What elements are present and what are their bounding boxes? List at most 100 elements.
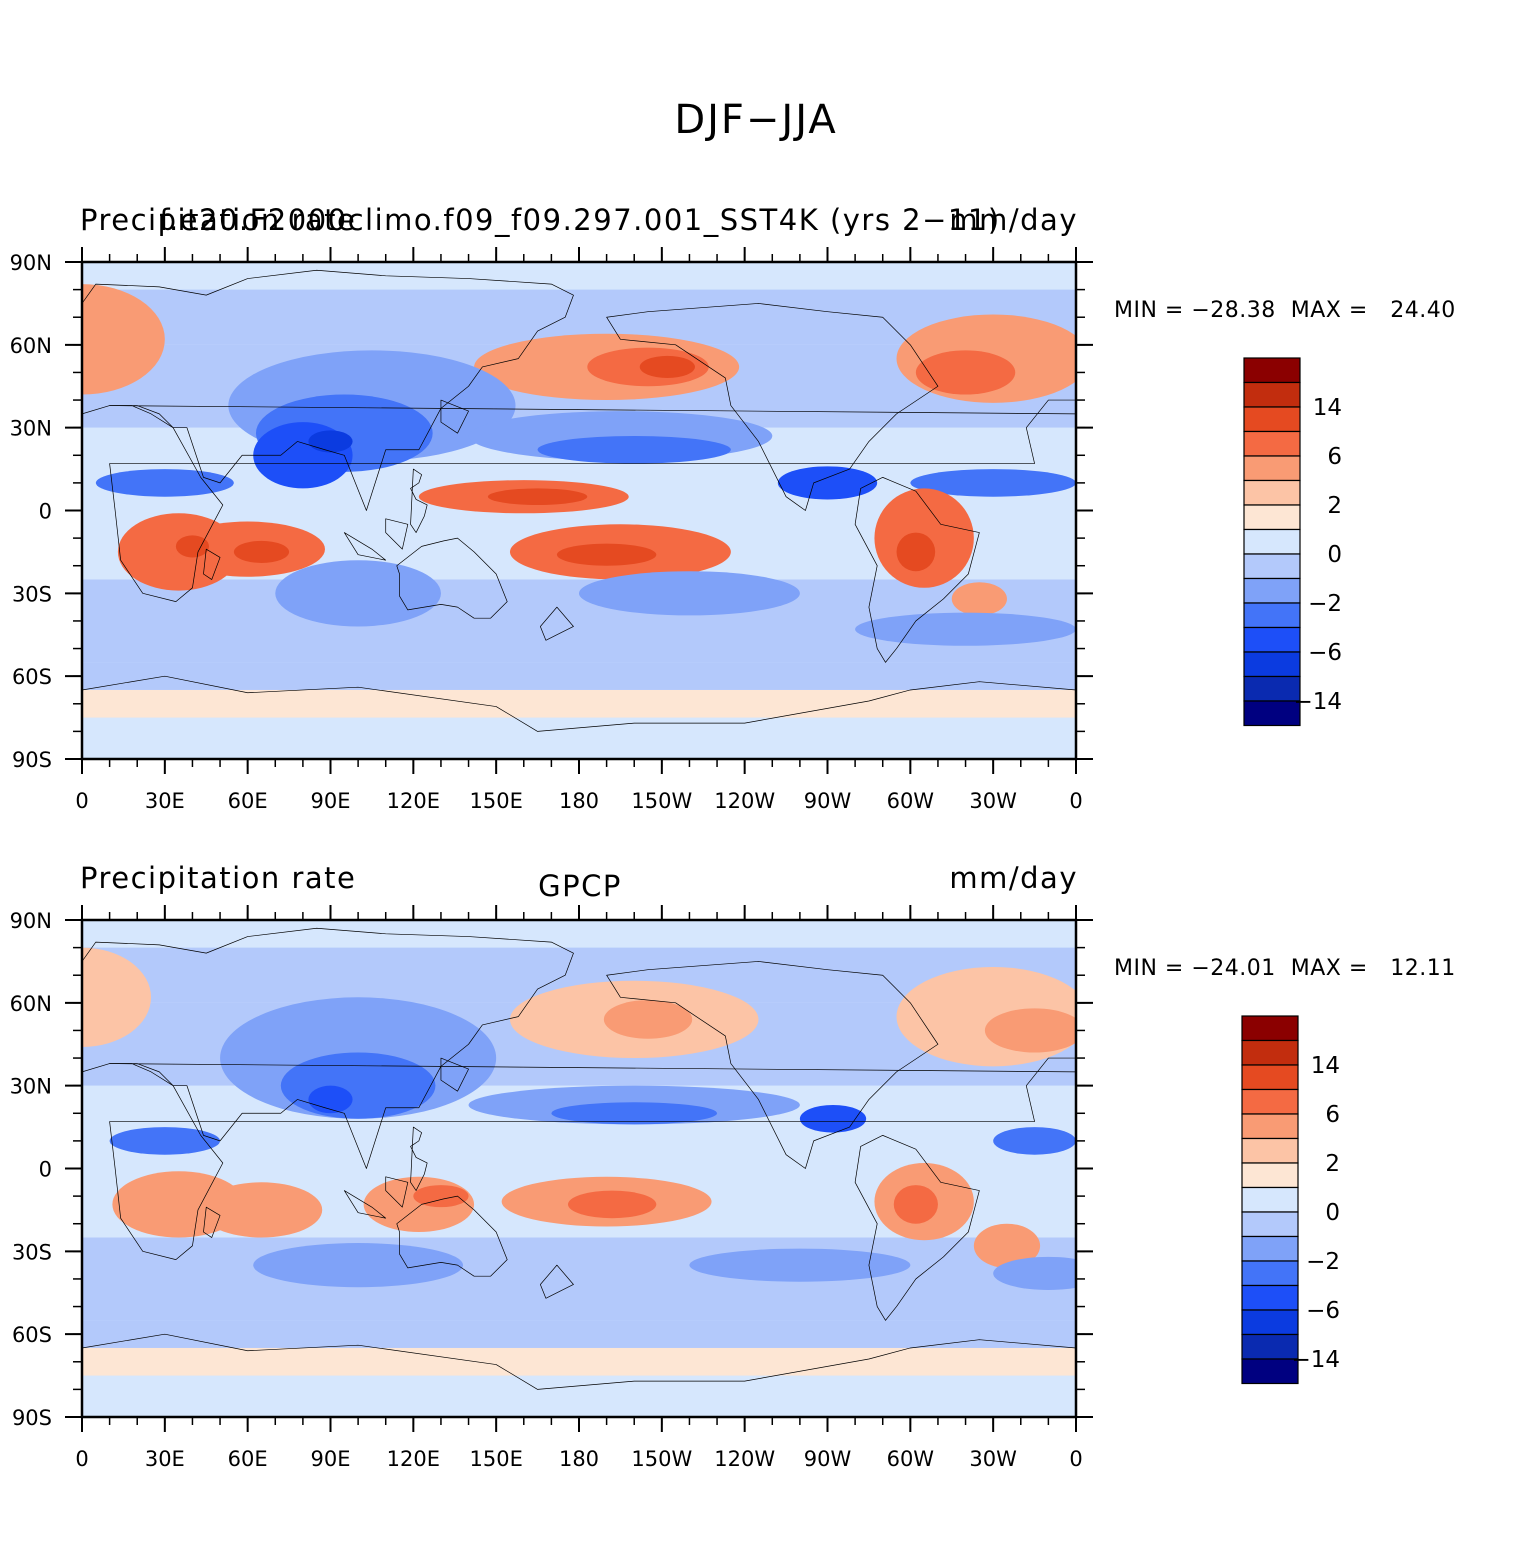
coastline: [110, 400, 1076, 602]
x-tick-label: 30E: [145, 1447, 185, 1471]
precip-anomaly-region: [200, 1182, 323, 1238]
colorbar-swatch: [1241, 1113, 1299, 1140]
x-tick-label: 60E: [228, 789, 268, 813]
y-tick-label: 60N: [10, 992, 52, 1016]
x-tick-label: 120W: [714, 789, 775, 813]
colorbar-label: 14: [1311, 1053, 1340, 1079]
coastline: [386, 519, 408, 549]
colorbar-swatch: [1243, 553, 1301, 580]
panel-model: Precipitation rate f.e20.F2000climo.f09_…: [10, 203, 1456, 813]
precip-anomaly-region: [308, 430, 353, 453]
colorbar-swatch: [1241, 1284, 1299, 1311]
precip-band: [82, 717, 1076, 759]
colorbar-swatch: [1241, 1358, 1299, 1385]
precip-anomaly-region: [910, 469, 1076, 497]
y-tick-label: 90N: [10, 251, 52, 275]
y-tick-label: 30N: [10, 417, 52, 441]
precip-band: [82, 920, 1076, 948]
coastline: [540, 607, 573, 640]
x-tick-label: 90W: [804, 789, 852, 813]
precip-anomaly-region: [82, 947, 152, 1047]
precip-anomaly-region: [82, 284, 165, 395]
colorbar-swatch: [1243, 577, 1301, 604]
precip-anomaly-region: [855, 612, 1076, 646]
min-max-stats: MIN = −24.01 MAX = 12.11: [1114, 956, 1456, 981]
x-tick-label: 0: [75, 1447, 88, 1471]
precip-band: [82, 1320, 1076, 1348]
precip-anomaly-region: [984, 1008, 1076, 1053]
precip-anomaly-region: [413, 1185, 469, 1208]
colorbar-swatch: [1243, 626, 1301, 653]
precip-anomaly-region: [175, 535, 210, 558]
x-tick-label: 60W: [887, 1447, 935, 1471]
x-tick-label: 120W: [714, 1447, 775, 1471]
x-tick-label: 0: [75, 789, 88, 813]
coastline: [110, 1058, 1076, 1260]
precip-band: [82, 662, 1076, 690]
y-tick-label: 30S: [12, 582, 52, 606]
precip-anomaly-region: [579, 571, 800, 616]
colorbar: 14 6 2 0 −2 −6 −14: [1241, 1015, 1340, 1385]
colorbar-swatch: [1243, 357, 1301, 384]
coastline: [344, 1191, 385, 1219]
colorbar-swatch: [1241, 1186, 1299, 1213]
colorbar-label: −6: [1306, 1298, 1340, 1324]
colorbar-label: 2: [1325, 1151, 1340, 1177]
x-tick-label: 180: [559, 1447, 599, 1471]
colorbar-swatch: [1241, 1333, 1299, 1360]
coastline: [203, 549, 220, 579]
precip-anomaly-region: [233, 540, 290, 563]
y-tick-label: 90N: [10, 909, 52, 933]
panel-gpcp: Precipitation rate GPCP mm/day 0 30E 60E 90…: [10, 861, 1456, 1471]
y-tick-label: 0: [39, 1158, 52, 1182]
colorbar-swatch: [1243, 455, 1301, 482]
panel-center-title: f.e20.F2000climo.f09_f09.297.001_SST4K (…: [159, 203, 1000, 237]
precip-anomaly-region: [799, 1104, 867, 1133]
colorbar-label: −6: [1308, 640, 1342, 666]
coastline: [855, 477, 979, 662]
colorbar-swatch: [1243, 479, 1301, 506]
y-tick-label: 0: [39, 500, 52, 524]
precip-anomaly-region: [993, 1127, 1076, 1155]
colorbar-label: 6: [1325, 1102, 1340, 1128]
coastline: [441, 400, 469, 433]
x-tick-label: 180: [559, 789, 599, 813]
axis-ticks: 0 30E 60E 90E 120E 150E 180 150W 120W 90W 60W 30W 09…: [10, 905, 1093, 1471]
coastline: [397, 538, 507, 618]
x-tick-label: 120E: [387, 1447, 440, 1471]
panel-center-title: GPCP: [538, 869, 622, 903]
x-tick-label: 0: [1069, 1447, 1082, 1471]
coastline: [607, 961, 938, 1168]
colorbar-label: 14: [1313, 395, 1342, 421]
precip-anomaly-region: [893, 1185, 938, 1224]
colorbar-label: −14: [1293, 689, 1342, 715]
x-tick-label: 150E: [469, 1447, 522, 1471]
precip-anomaly-region: [537, 435, 731, 464]
colorbar-swatch: [1241, 1211, 1299, 1238]
colorbar-swatch: [1243, 504, 1301, 531]
precip-band: [82, 1237, 1076, 1321]
coastline: [82, 676, 1076, 759]
x-tick-label: 30E: [145, 789, 185, 813]
coastline: [607, 303, 938, 510]
figure-title: DJF−JJA: [674, 97, 837, 143]
colorbar-swatch: [1243, 381, 1301, 408]
y-tick-label: 90S: [12, 1406, 52, 1430]
precip-anomaly-region: [639, 355, 695, 378]
colorbar-swatch: [1241, 1039, 1299, 1066]
coastline: [411, 1127, 428, 1191]
precip-anomaly-region: [973, 1223, 1041, 1268]
colorbar-swatch: [1243, 528, 1301, 555]
coastline: [441, 1058, 469, 1091]
coastline: [82, 928, 573, 1168]
x-tick-label: 150W: [631, 1447, 692, 1471]
coastline: [397, 1196, 507, 1276]
precip-anomaly-region: [915, 350, 1016, 395]
colorbar-label: 2: [1327, 493, 1342, 519]
colorbar-swatch: [1241, 1309, 1299, 1336]
precip-anomaly-region: [777, 466, 878, 500]
panel-left-title: Precipitation rate: [80, 861, 356, 895]
colorbar-swatch: [1241, 1162, 1299, 1189]
panel-units: mm/day: [949, 861, 1078, 895]
